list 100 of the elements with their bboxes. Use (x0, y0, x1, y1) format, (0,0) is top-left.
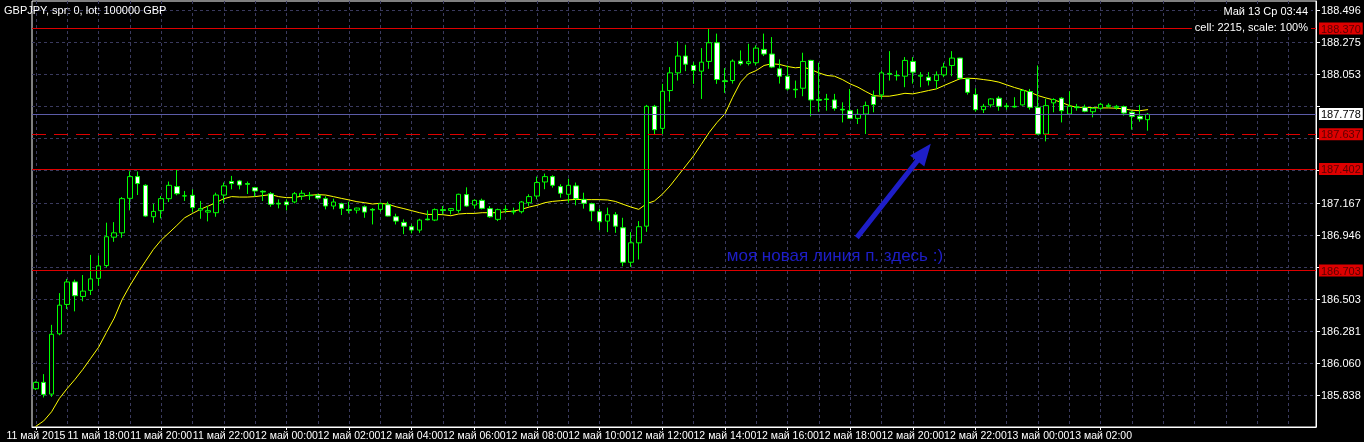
candlestick (346, 201, 352, 214)
candlestick (88, 254, 93, 296)
candlestick (769, 36, 775, 69)
candlestick (182, 190, 187, 202)
candlestick (1012, 96, 1017, 109)
candlestick (213, 192, 219, 218)
x-tick-label: 12 май 18:00 (818, 428, 882, 441)
candlestick (174, 168, 180, 196)
candlestick (628, 231, 634, 268)
candlestick (151, 203, 156, 224)
x-tick-label: 11 май 20:00 (130, 428, 193, 441)
candlestick (566, 178, 571, 204)
candlestick (965, 77, 970, 96)
candlestick (879, 70, 884, 100)
y-tick-label: 188.275 (1321, 36, 1361, 49)
candlestick (973, 87, 978, 113)
candlestick (644, 104, 649, 233)
candlestick (652, 104, 657, 136)
candlestick (323, 195, 328, 210)
x-tick-label: 12 май 10:00 (568, 428, 632, 441)
candlestick (1067, 90, 1072, 116)
candlestick (526, 193, 532, 207)
candlestick (785, 64, 790, 92)
candlestick (519, 200, 524, 214)
candlestick (1090, 106, 1096, 118)
candlestick (417, 218, 422, 234)
candlestick (166, 181, 172, 203)
ref-line-label: 186.703 (1321, 264, 1361, 277)
candlestick (910, 56, 916, 85)
x-tick-label: 12 май 06:00 (442, 428, 506, 441)
candlestick (808, 59, 814, 117)
candlestick (699, 47, 704, 100)
candlestick (104, 222, 109, 268)
candlestick (613, 211, 618, 234)
candlestick (362, 204, 367, 219)
candlestick (730, 58, 735, 85)
candlestick (440, 205, 446, 215)
candlestick (252, 186, 258, 198)
x-tick-label: 13 май 00:00 (1006, 428, 1070, 441)
candlestick (354, 207, 360, 214)
candlestick (456, 193, 461, 214)
candlestick (691, 61, 696, 85)
candlestick (190, 188, 195, 213)
candlestick (840, 101, 845, 123)
ref-line-label: 188.370 (1321, 22, 1361, 35)
candlestick (894, 70, 900, 82)
candlestick (464, 186, 469, 208)
candlestick (284, 198, 289, 211)
candlestick (511, 207, 516, 215)
candlestick (816, 62, 822, 113)
candlestick (198, 200, 203, 220)
candlestick (378, 202, 383, 213)
ref-line-label: 187.637 (1321, 128, 1361, 141)
candlestick (299, 189, 305, 201)
candlestick (738, 49, 743, 66)
candlestick (918, 71, 923, 88)
text: Май 13 Ср 03:44 (1223, 4, 1309, 17)
candlestick (887, 50, 892, 82)
candlestick (1137, 104, 1143, 123)
y-tick-label: 186.946 (1321, 228, 1361, 241)
candlestick (675, 40, 681, 82)
candlestick (315, 193, 321, 200)
candlestick (331, 198, 336, 210)
chart-title: GBPJPY, spr: 0, lot: 100000 GBP (4, 3, 167, 16)
y-tick-label: 186.060 (1321, 357, 1361, 370)
candlestick (401, 218, 407, 235)
candlestick (660, 83, 665, 135)
candlestick (777, 58, 782, 85)
candlestick (934, 70, 939, 90)
candlestick (988, 97, 994, 108)
y-tick-label: 187.167 (1321, 196, 1361, 209)
ref-line-label: 187.778 (1321, 108, 1361, 121)
x-tick-label: 13 май 02:00 (1069, 428, 1133, 441)
y-tick-label: 186.503 (1321, 293, 1361, 306)
x-tick-label: 11 май 22:00 (192, 428, 255, 441)
x-tick-label: 12 май 02:00 (317, 428, 381, 441)
candlestick (746, 43, 751, 66)
candlestick (370, 207, 375, 225)
candlestick (339, 202, 344, 216)
candlestick (276, 198, 281, 209)
candlestick (1051, 97, 1056, 113)
candlestick (49, 324, 54, 398)
x-tick-label: 12 май 00:00 (255, 428, 318, 441)
candlestick (503, 204, 508, 214)
candlestick (542, 173, 548, 190)
candlestick (863, 101, 869, 135)
candlestick (832, 93, 837, 112)
candlestick (1004, 102, 1009, 111)
candlestick (472, 198, 477, 210)
candlestick (135, 171, 140, 196)
candlestick (706, 28, 712, 70)
candlestick (495, 208, 501, 222)
candlestick (41, 373, 46, 398)
ref-line-label: 187.402 (1321, 163, 1361, 176)
y-tick-label: 188.496 (1321, 4, 1361, 17)
candlestick (981, 103, 986, 114)
candlestick (1020, 88, 1025, 107)
y-tick-label: 188.053 (1321, 68, 1361, 81)
candlestick (1114, 104, 1119, 111)
candlestick (96, 255, 101, 287)
